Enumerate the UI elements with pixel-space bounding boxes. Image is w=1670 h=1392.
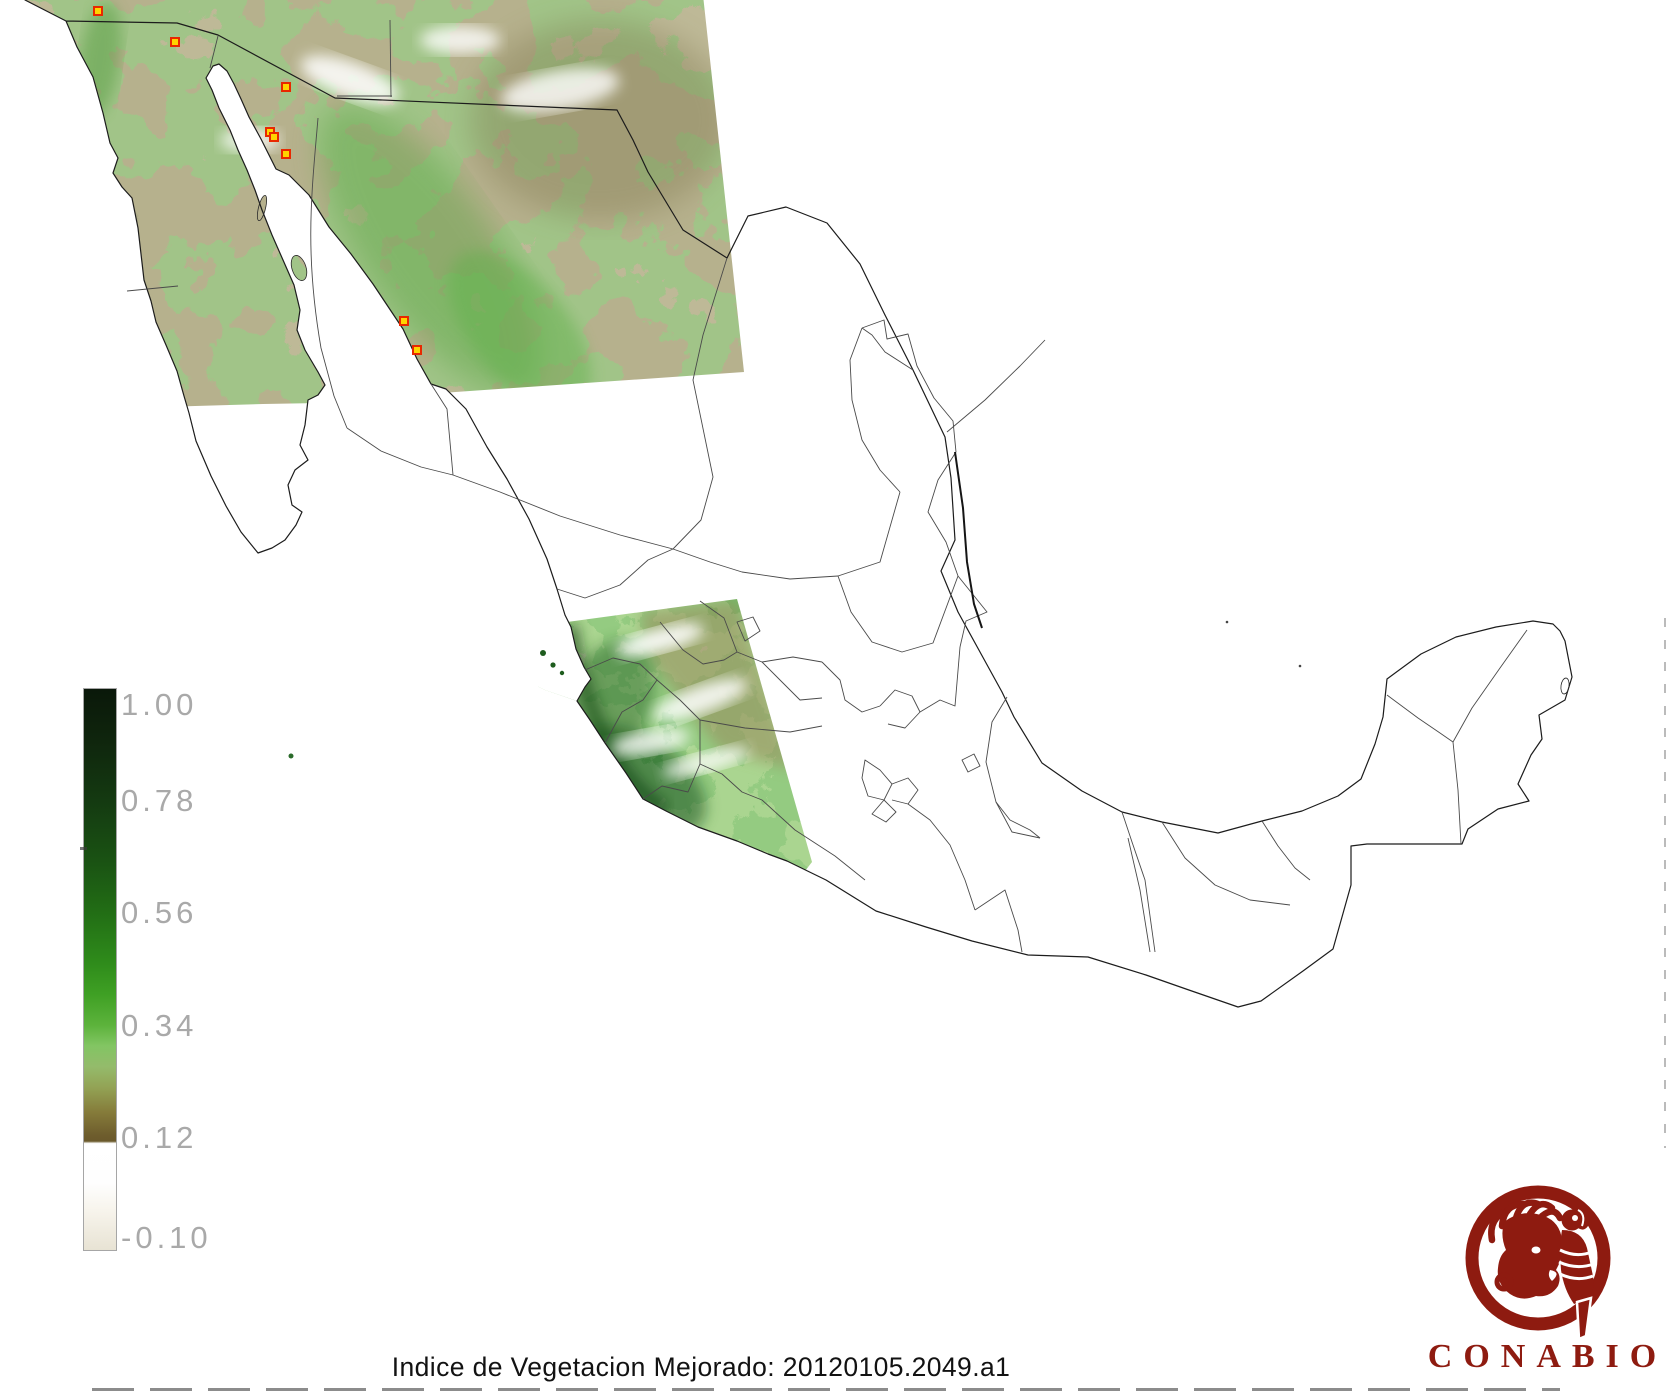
north-swath <box>0 0 744 412</box>
colorbar-tick-label: 0.34 <box>121 1007 198 1043</box>
map-title: Indice de Vegetacion Mejorado: 20120105.… <box>391 1352 1011 1382</box>
colorbar-tick-label: 0.78 <box>121 782 198 818</box>
colorbar-tick <box>80 847 87 850</box>
conabio-logo-icon <box>1465 1185 1611 1341</box>
fire-marker <box>269 132 279 142</box>
fire-marker <box>281 82 291 92</box>
fire-marker <box>412 345 422 355</box>
colorbar-tick-label: -0.10 <box>121 1220 212 1255</box>
colorbar-tick-label: 1.00 <box>121 687 198 722</box>
colorbar-tick-label: 0.56 <box>121 895 198 931</box>
central-swath <box>538 599 812 920</box>
conabio-wordmark: CONABIO <box>1427 1338 1668 1375</box>
islands <box>256 194 1570 759</box>
fire-marker <box>281 149 291 159</box>
fire-marker <box>93 6 103 16</box>
barrier-islands <box>954 451 983 629</box>
colorbar-tick-label: 0.12 <box>121 1120 198 1156</box>
fire-marker <box>170 37 180 47</box>
bottom-edge-dashes <box>92 1388 1560 1391</box>
right-edge-dashes <box>1664 618 1666 1148</box>
fire-marker <box>399 316 409 326</box>
state-boundaries <box>126 19 1528 953</box>
evi-colorbar <box>83 688 117 1251</box>
coastline <box>24 0 1573 1008</box>
